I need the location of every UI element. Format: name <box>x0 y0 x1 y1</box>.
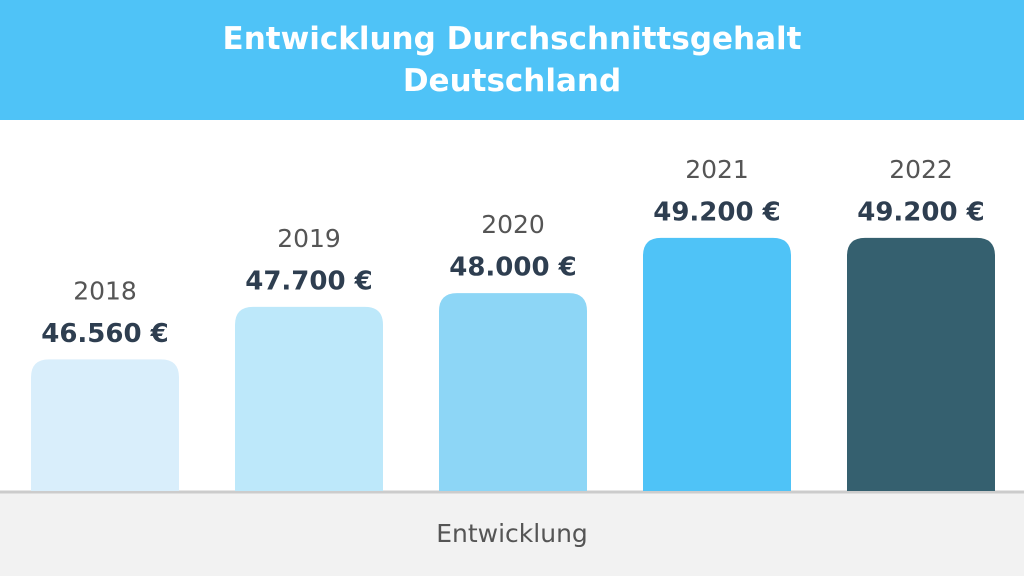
category-label: 2020 <box>481 210 545 239</box>
category-label: 2022 <box>889 155 953 184</box>
bar <box>31 359 179 491</box>
category-label: 2019 <box>277 224 341 253</box>
value-label: 49.200 € <box>653 197 780 227</box>
value-label: 47.700 € <box>245 266 372 296</box>
value-label: 46.560 € <box>41 319 168 349</box>
bar <box>847 237 995 491</box>
chart-title: Entwicklung Durchschnittsgehalt Deutschl… <box>222 21 802 99</box>
value-label: 48.000 € <box>449 253 576 283</box>
bar <box>439 293 587 491</box>
footer-band <box>0 492 1024 576</box>
x-axis-label: Entwicklung <box>436 519 588 548</box>
value-label: 49.200 € <box>857 197 984 227</box>
bar <box>643 237 791 491</box>
category-label: 2018 <box>73 276 137 305</box>
category-label: 2021 <box>685 155 749 184</box>
bar <box>235 306 383 491</box>
header: Entwicklung Durchschnittsgehalt Deutschl… <box>0 0 1024 120</box>
